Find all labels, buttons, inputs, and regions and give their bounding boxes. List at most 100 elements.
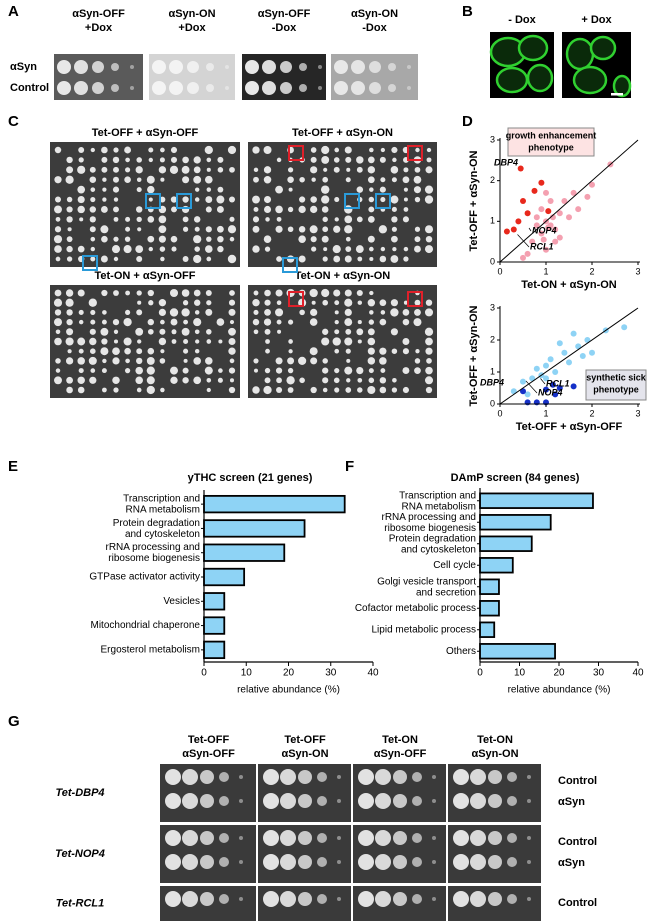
colony [453, 891, 469, 907]
colony [66, 196, 73, 203]
bar [479, 600, 500, 617]
colony [124, 236, 131, 242]
colony [393, 794, 407, 808]
colony [100, 225, 109, 234]
colony [351, 81, 365, 95]
x-tick-label: 3 [635, 266, 640, 276]
colony [135, 206, 143, 213]
colony [206, 300, 212, 306]
colony [205, 245, 213, 253]
colony [65, 175, 74, 184]
colony [391, 177, 397, 183]
colony [368, 319, 375, 325]
colony [402, 309, 410, 316]
colony [346, 167, 351, 172]
colony [367, 235, 375, 243]
colony [89, 328, 96, 335]
colony [333, 157, 340, 163]
colony [488, 892, 502, 906]
data-point [543, 246, 549, 253]
colony [252, 225, 260, 233]
column-header: Tet-ON [382, 734, 418, 746]
colony [414, 196, 421, 203]
plate-title: Tet-OFF + αSyn-OFF [92, 127, 199, 139]
colony [74, 81, 88, 95]
colony [66, 309, 73, 316]
highlight-box [288, 145, 304, 161]
colony [252, 216, 260, 223]
colony [432, 897, 436, 901]
data-point [533, 222, 540, 229]
colony [310, 196, 317, 203]
colony [367, 156, 375, 164]
category-label: Others [446, 646, 476, 657]
colony [67, 349, 72, 354]
category-label: Transcription and RNA metabolism [399, 490, 476, 512]
colony [403, 300, 408, 305]
colony [101, 338, 108, 345]
data-point [575, 206, 582, 213]
colony [67, 227, 72, 232]
colony [264, 308, 271, 316]
colony [169, 60, 183, 74]
colony [101, 319, 107, 325]
colony [367, 215, 375, 223]
colony [152, 81, 166, 95]
data-point [529, 238, 536, 245]
colony [425, 366, 433, 375]
colony [102, 177, 107, 182]
bar [203, 494, 346, 514]
colony [334, 368, 340, 374]
colony [332, 337, 341, 346]
colony [194, 329, 200, 335]
colony [321, 145, 330, 155]
colony [367, 337, 376, 346]
bar [479, 643, 556, 660]
colony [77, 386, 85, 394]
colony [200, 794, 214, 808]
colony [391, 206, 397, 213]
column-header: Tet-OFF [188, 734, 230, 746]
colony [253, 290, 259, 296]
colony [488, 794, 502, 808]
panel-label: F [345, 458, 354, 475]
colony [182, 367, 189, 374]
colony [357, 256, 363, 262]
data-point [517, 165, 524, 172]
colony [113, 329, 119, 334]
colony [488, 855, 502, 869]
colony [298, 255, 306, 263]
colony [299, 309, 305, 316]
data-point [515, 218, 522, 225]
colony [205, 357, 213, 365]
colony [287, 226, 294, 233]
category-label: Vesicles [163, 596, 200, 607]
colony [264, 367, 271, 374]
data-point [570, 330, 577, 337]
highlight-box [145, 193, 161, 209]
colony [358, 891, 374, 907]
cell [517, 34, 549, 62]
colony [488, 831, 502, 845]
colony [239, 836, 243, 840]
colony [346, 358, 351, 363]
colony [206, 256, 212, 262]
leader-line [528, 227, 532, 232]
colony [264, 299, 271, 306]
point-label: DBP4 [494, 157, 518, 167]
data-point [549, 381, 556, 388]
colony [92, 82, 104, 94]
colony [148, 197, 153, 202]
data-point [520, 198, 526, 204]
colony [216, 195, 225, 204]
colony [318, 86, 322, 90]
data-point [543, 362, 549, 369]
plate-title: Tet-OFF + αSyn-ON [292, 127, 393, 139]
colony [55, 329, 61, 335]
x-tick-label: 20 [283, 668, 295, 679]
colony [345, 387, 352, 393]
colony [135, 245, 144, 253]
colony [158, 308, 166, 316]
column-header: αSyn-ON [471, 748, 518, 760]
colony [183, 358, 188, 363]
